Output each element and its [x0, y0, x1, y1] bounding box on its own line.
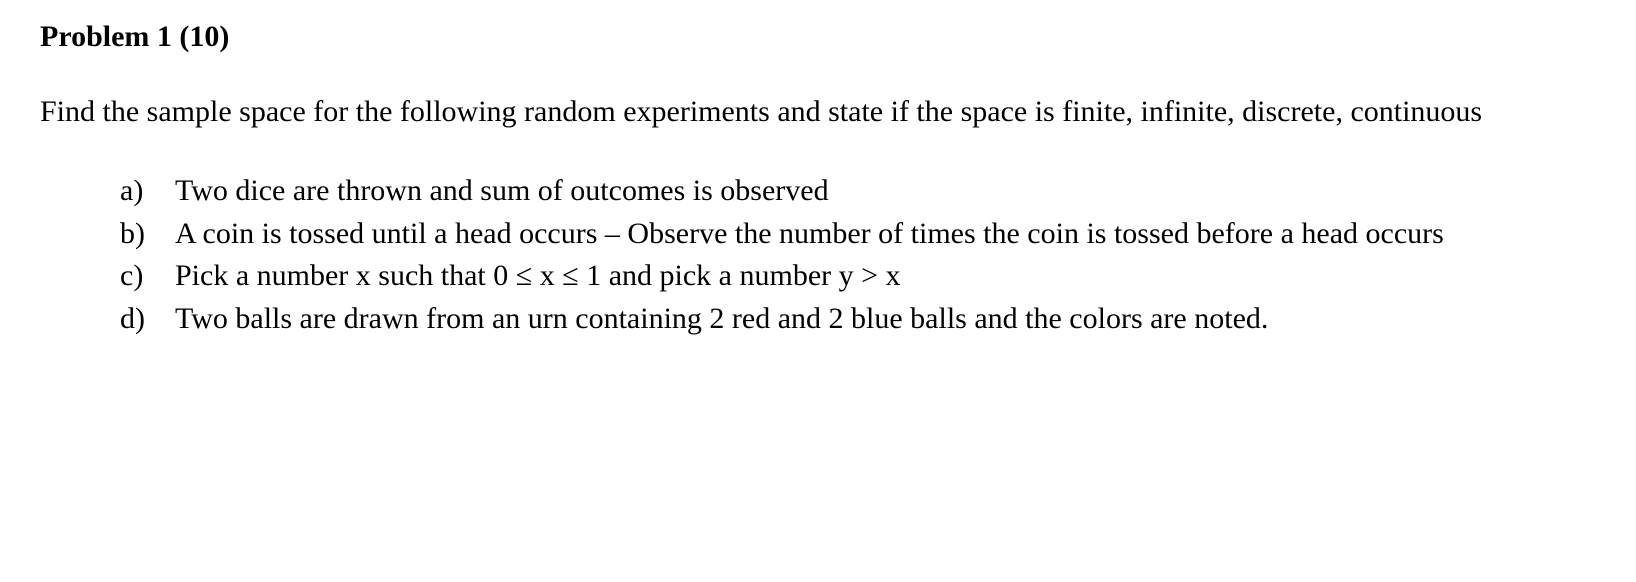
problem-list: a) Two dice are thrown and sum of outcom… [40, 171, 1596, 339]
item-marker: b) [120, 214, 175, 255]
list-item: c) Pick a number x such that 0 ≤ x ≤ 1 a… [120, 256, 1596, 297]
item-text: Pick a number x such that 0 ≤ x ≤ 1 and … [175, 256, 1596, 297]
list-item: b) A coin is tossed until a head occurs … [120, 214, 1596, 255]
problem-description: Find the sample space for the following … [40, 92, 1596, 131]
problem-title: Problem 1 (10) [40, 20, 1596, 54]
item-marker: d) [120, 299, 175, 340]
item-marker: c) [120, 256, 175, 297]
list-item: a) Two dice are thrown and sum of outcom… [120, 171, 1596, 212]
list-item: d) Two balls are drawn from an urn conta… [120, 299, 1596, 340]
item-text: Two balls are drawn from an urn containi… [175, 299, 1596, 340]
item-marker: a) [120, 171, 175, 212]
item-text: Two dice are thrown and sum of outcomes … [175, 171, 1596, 212]
item-text: A coin is tossed until a head occurs – O… [175, 214, 1596, 255]
